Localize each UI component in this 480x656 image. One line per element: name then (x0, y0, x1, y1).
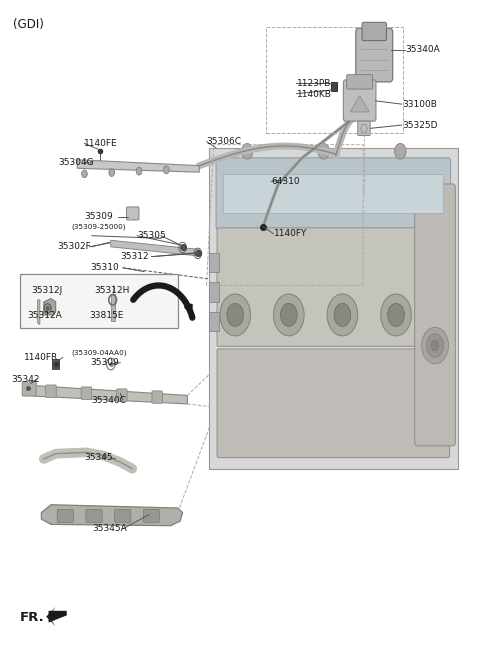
Circle shape (220, 294, 251, 336)
FancyBboxPatch shape (358, 121, 370, 136)
Text: 1140FR: 1140FR (24, 353, 58, 362)
Circle shape (395, 144, 406, 159)
Bar (223, 174, 444, 213)
Circle shape (381, 294, 411, 336)
Circle shape (136, 167, 142, 175)
Circle shape (82, 170, 87, 178)
Text: 35309: 35309 (84, 213, 113, 221)
Polygon shape (209, 148, 458, 469)
Text: 35310: 35310 (91, 263, 120, 272)
Circle shape (280, 303, 297, 327)
FancyBboxPatch shape (127, 207, 139, 220)
Bar (111, 294, 115, 321)
Text: 35302F: 35302F (57, 242, 91, 251)
Circle shape (431, 340, 439, 351)
FancyBboxPatch shape (217, 228, 450, 346)
Text: 35312J: 35312J (31, 285, 62, 295)
Circle shape (241, 144, 253, 159)
FancyBboxPatch shape (115, 509, 131, 522)
FancyBboxPatch shape (152, 391, 162, 403)
Circle shape (163, 166, 169, 174)
Polygon shape (350, 96, 369, 112)
FancyBboxPatch shape (117, 389, 127, 401)
Circle shape (46, 306, 49, 311)
FancyBboxPatch shape (86, 509, 102, 522)
Text: 35345A: 35345A (93, 524, 127, 533)
Text: 1123PB: 1123PB (297, 79, 331, 88)
Text: 35325D: 35325D (403, 121, 438, 130)
Polygon shape (37, 300, 40, 325)
Circle shape (388, 303, 405, 327)
Polygon shape (41, 504, 182, 525)
FancyBboxPatch shape (343, 80, 376, 121)
Text: FR.: FR. (20, 611, 45, 624)
Circle shape (274, 294, 304, 336)
Circle shape (109, 169, 115, 176)
Circle shape (227, 303, 244, 327)
Text: 35304G: 35304G (58, 158, 94, 167)
FancyBboxPatch shape (216, 158, 451, 230)
Bar (52, 359, 59, 369)
Text: 33815E: 33815E (89, 311, 124, 320)
Bar (331, 82, 337, 91)
Bar (209, 312, 219, 331)
FancyBboxPatch shape (356, 28, 393, 82)
Text: 35345: 35345 (84, 453, 113, 462)
Circle shape (327, 294, 358, 336)
Text: 35340C: 35340C (92, 396, 127, 405)
Text: 1140FE: 1140FE (84, 139, 118, 148)
Text: 33100B: 33100B (403, 100, 438, 109)
FancyBboxPatch shape (57, 509, 73, 522)
Text: (35309-25000): (35309-25000) (72, 224, 126, 230)
Text: (35309-04AA0): (35309-04AA0) (72, 350, 127, 356)
Bar (20, 274, 178, 328)
Text: 35312H: 35312H (94, 285, 130, 295)
Polygon shape (46, 607, 56, 626)
FancyBboxPatch shape (22, 382, 36, 396)
Text: 35309: 35309 (91, 358, 120, 367)
Polygon shape (34, 386, 187, 404)
Circle shape (426, 334, 444, 358)
FancyBboxPatch shape (347, 75, 372, 89)
Circle shape (421, 327, 448, 364)
FancyBboxPatch shape (81, 387, 92, 400)
FancyBboxPatch shape (144, 509, 159, 522)
Bar (209, 253, 219, 272)
Bar (209, 282, 219, 302)
Text: 1140KB: 1140KB (297, 90, 331, 99)
Text: 35340A: 35340A (405, 45, 440, 54)
Text: (GDI): (GDI) (12, 18, 44, 31)
Text: 35312A: 35312A (27, 311, 62, 320)
FancyBboxPatch shape (217, 349, 450, 458)
Polygon shape (44, 298, 56, 315)
Text: 35342: 35342 (11, 375, 40, 384)
Text: 35306C: 35306C (206, 137, 241, 146)
Circle shape (334, 303, 351, 327)
Text: 35312: 35312 (120, 252, 149, 261)
FancyBboxPatch shape (415, 184, 456, 446)
Text: 35305: 35305 (137, 231, 166, 240)
Polygon shape (77, 160, 199, 173)
Circle shape (318, 144, 329, 159)
Polygon shape (111, 240, 199, 256)
Text: 1140FY: 1140FY (274, 229, 307, 238)
Polygon shape (48, 611, 67, 623)
Text: 64310: 64310 (271, 177, 300, 186)
FancyBboxPatch shape (46, 385, 56, 398)
FancyBboxPatch shape (362, 22, 386, 41)
